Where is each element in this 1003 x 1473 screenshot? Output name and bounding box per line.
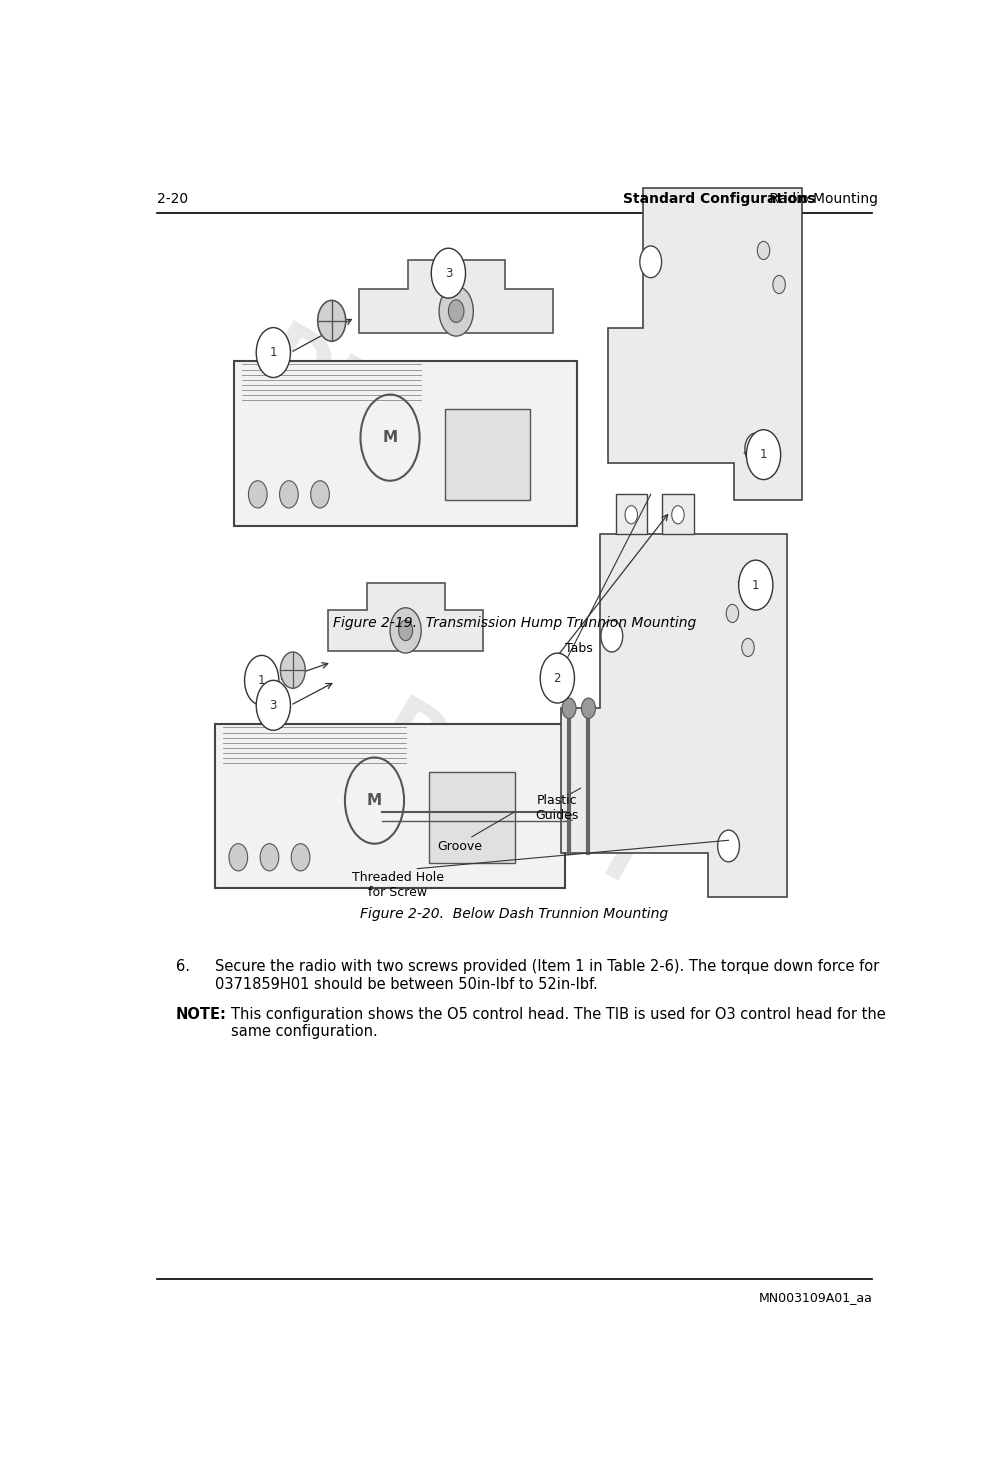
Circle shape [540, 653, 574, 703]
Text: This configuration shows the O5 control head. The TIB is used for O3 control hea: This configuration shows the O5 control … [231, 1008, 885, 1040]
Circle shape [717, 831, 738, 862]
Text: Figure 2-19.  Transmission Hump Trunnion Mounting: Figure 2-19. Transmission Hump Trunnion … [333, 616, 695, 629]
Text: 3: 3 [444, 267, 451, 280]
Text: 1: 1 [270, 346, 277, 359]
Circle shape [639, 246, 661, 278]
Circle shape [756, 242, 769, 259]
Text: DRAFT: DRAFT [248, 317, 547, 535]
Circle shape [562, 698, 576, 719]
Text: 2: 2 [553, 672, 561, 685]
Circle shape [738, 560, 772, 610]
Circle shape [581, 698, 595, 719]
Text: DRAFT: DRAFT [364, 691, 664, 910]
Circle shape [741, 638, 753, 657]
Circle shape [256, 681, 290, 731]
Circle shape [725, 604, 738, 623]
Circle shape [260, 844, 279, 871]
Text: 2-20: 2-20 [156, 191, 188, 206]
Text: Groove: Groove [437, 840, 482, 853]
Circle shape [398, 620, 412, 641]
Circle shape [745, 430, 780, 480]
Circle shape [256, 327, 290, 377]
Circle shape [248, 480, 267, 508]
Circle shape [744, 433, 766, 465]
Text: 6.: 6. [176, 959, 190, 974]
Circle shape [438, 286, 472, 336]
Circle shape [291, 844, 310, 871]
Text: MN003109A01_aa: MN003109A01_aa [758, 1290, 872, 1304]
Circle shape [448, 300, 463, 323]
Circle shape [601, 620, 622, 653]
Text: 1: 1 [759, 448, 766, 461]
Text: NOTE:: NOTE: [176, 1008, 227, 1022]
Text: Tabs: Tabs [565, 642, 593, 655]
Text: Secure the radio with two screws provided (Item 1 in Table 2-6). The torque down: Secure the radio with two screws provide… [215, 959, 879, 991]
Circle shape [317, 300, 345, 342]
Text: Threaded Hole
for Screw: Threaded Hole for Screw [351, 871, 443, 899]
Polygon shape [608, 189, 801, 499]
Text: Plastic
Guides: Plastic Guides [536, 794, 579, 822]
Circle shape [279, 480, 298, 508]
Circle shape [245, 655, 279, 706]
Bar [428, 772, 515, 863]
Circle shape [625, 505, 637, 524]
Bar [444, 409, 530, 499]
Circle shape [389, 608, 421, 653]
Bar [215, 725, 565, 888]
Text: M: M [382, 430, 397, 445]
Text: 3: 3 [270, 698, 277, 711]
Text: Radio Mounting: Radio Mounting [764, 191, 878, 206]
Text: 1: 1 [258, 673, 265, 686]
Circle shape [310, 480, 329, 508]
Polygon shape [561, 535, 786, 897]
Circle shape [280, 653, 305, 688]
Polygon shape [328, 583, 483, 651]
Text: Standard Configurations: Standard Configurations [623, 191, 815, 206]
Circle shape [772, 275, 784, 293]
FancyBboxPatch shape [235, 361, 576, 526]
Bar [615, 495, 646, 535]
Text: 1: 1 [751, 579, 758, 592]
Circle shape [671, 505, 683, 524]
Circle shape [431, 249, 465, 298]
Polygon shape [359, 259, 553, 333]
Circle shape [744, 569, 766, 601]
Bar [662, 495, 693, 535]
Text: Figure 2-20.  Below Dash Trunnion Mounting: Figure 2-20. Below Dash Trunnion Mountin… [360, 907, 668, 921]
Circle shape [229, 844, 248, 871]
Text: M: M [366, 792, 382, 809]
Circle shape [748, 433, 769, 465]
